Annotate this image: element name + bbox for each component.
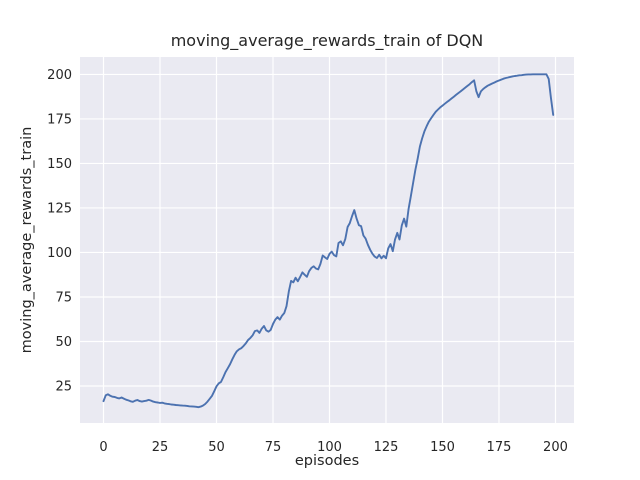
y-tick-label: 175 [47, 112, 72, 127]
y-axis-label: moving_average_rewards_train [19, 126, 35, 354]
y-tick-label: 150 [47, 157, 72, 172]
plot-background [80, 57, 574, 423]
y-tick-labels: 25 50 75 100 125 150 175 200 [47, 68, 72, 395]
x-tick-label: 50 [208, 440, 225, 455]
series-line-moving_average_rewards_train [102, 73, 555, 409]
x-tick-label: 25 [152, 440, 169, 455]
data-series [102, 73, 555, 409]
y-tick-label: 200 [47, 68, 72, 83]
x-axis-label: episodes [294, 453, 360, 469]
x-tick-label: 200 [543, 440, 568, 455]
gridlines [80, 57, 574, 423]
x-tick-label: 125 [374, 440, 399, 455]
x-tick-label: 150 [430, 440, 455, 455]
y-tick-label: 125 [47, 201, 72, 216]
y-tick-label: 75 [55, 290, 72, 305]
chart-title: moving_average_rewards_train of DQN [170, 31, 484, 50]
x-tick-labels: 0 25 50 75 100 125 150 175 200 [99, 440, 568, 455]
x-tick-label: 175 [487, 440, 512, 455]
x-tick-label: 75 [265, 440, 282, 455]
x-tick-label: 100 [317, 440, 342, 455]
y-tick-label: 25 [55, 379, 72, 394]
y-tick-label: 50 [55, 335, 72, 350]
x-tick-label: 0 [99, 440, 107, 455]
y-tick-label: 100 [47, 246, 72, 261]
